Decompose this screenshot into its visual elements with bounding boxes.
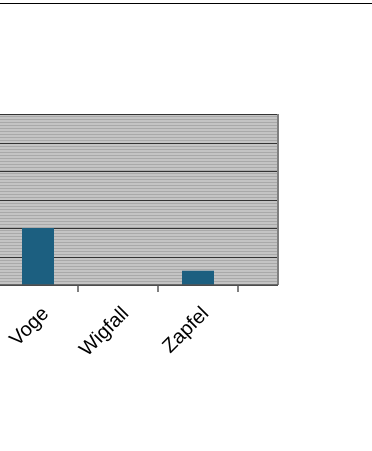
x-tick-label: Voge <box>5 303 53 351</box>
bars <box>22 228 214 285</box>
bar-voge <box>22 228 54 285</box>
x-tick-label: Zapfel <box>158 303 213 358</box>
x-axis-labels: Voge Wigfall Zapfel <box>5 303 213 361</box>
bar-zapfel <box>182 270 214 285</box>
x-tick-label: Wigfall <box>75 303 133 361</box>
x-axis-ticks <box>77 285 239 292</box>
